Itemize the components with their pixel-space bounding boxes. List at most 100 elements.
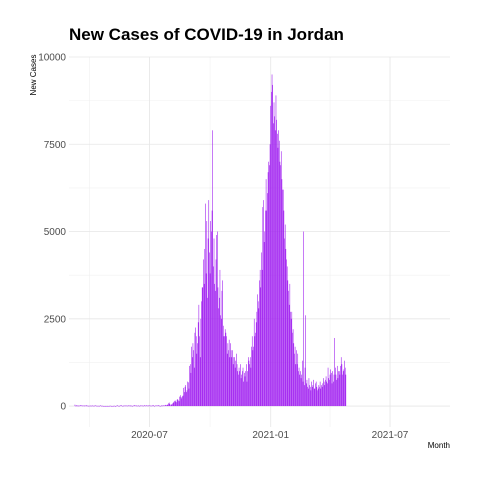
bar (211, 210, 213, 407)
bar (100, 405, 101, 407)
bar (329, 379, 330, 407)
bar (321, 385, 322, 407)
bar (134, 405, 136, 407)
bar (169, 403, 171, 407)
bar (225, 332, 227, 407)
bar (182, 396, 183, 407)
bar (226, 353, 228, 407)
bar (311, 381, 312, 407)
bar (97, 405, 99, 407)
bar (222, 325, 224, 407)
bar (83, 405, 84, 407)
bar (304, 385, 305, 407)
bar (234, 357, 235, 407)
bar (215, 259, 217, 407)
bar (302, 381, 304, 407)
bar (168, 403, 169, 407)
bar (229, 357, 231, 407)
bar (340, 365, 341, 407)
bar (291, 311, 293, 407)
bar (163, 405, 165, 407)
bar (304, 367, 306, 407)
bar (187, 381, 188, 407)
bar (283, 210, 285, 407)
bar (167, 404, 169, 407)
bar (180, 395, 181, 407)
bar (335, 374, 337, 407)
bar (78, 405, 80, 407)
bar (223, 336, 225, 407)
bar (331, 372, 332, 407)
bar (143, 405, 145, 407)
bar (224, 329, 226, 407)
bar (284, 238, 285, 407)
bar (79, 405, 81, 407)
bar (173, 401, 175, 407)
bar (193, 350, 194, 407)
bar (309, 386, 311, 407)
bar (254, 336, 256, 407)
bar (286, 266, 288, 407)
bar (258, 308, 260, 407)
y-tick-label: 2500 (44, 314, 67, 325)
bar (269, 144, 271, 407)
bar (87, 405, 88, 407)
bar (102, 405, 103, 407)
bar (77, 405, 78, 407)
bar (246, 364, 247, 407)
bar (215, 290, 216, 407)
bar (126, 405, 128, 407)
bar (139, 406, 140, 407)
bar (189, 365, 190, 407)
bar (159, 406, 161, 407)
bar (98, 405, 99, 407)
bar (193, 367, 195, 407)
bar (161, 405, 163, 407)
bar (245, 371, 246, 407)
bar (260, 287, 262, 407)
bar (95, 405, 97, 407)
bar (315, 381, 317, 407)
bar (274, 116, 275, 407)
bar (104, 406, 105, 407)
bar (305, 315, 306, 407)
bar (112, 405, 114, 407)
bar (265, 179, 267, 407)
bar (152, 405, 154, 407)
bar (113, 405, 115, 407)
bar (323, 381, 325, 407)
bar (231, 357, 233, 407)
bar (280, 151, 282, 407)
bar (170, 405, 171, 407)
bar (149, 405, 151, 407)
bar (194, 332, 196, 407)
bar (213, 266, 214, 407)
bar (120, 405, 121, 407)
bar (86, 405, 88, 407)
bar (202, 287, 204, 407)
bar (327, 367, 329, 407)
bar (99, 405, 101, 407)
bar (263, 242, 265, 407)
bar (179, 396, 181, 407)
bar (226, 336, 227, 407)
bar (244, 372, 245, 407)
bar (316, 386, 318, 407)
bar (246, 381, 248, 407)
bar (99, 406, 100, 407)
bar (126, 405, 127, 407)
bar (300, 378, 302, 407)
bar (324, 385, 326, 407)
y-tick-label: 0 (60, 402, 66, 413)
bar (213, 238, 215, 407)
bar (290, 318, 292, 407)
bar (337, 378, 339, 407)
bar (108, 406, 109, 407)
bar (292, 332, 293, 407)
bar (87, 405, 89, 407)
bar (284, 224, 286, 407)
bar (249, 357, 251, 407)
x-tick-label: 2021-01 (252, 430, 289, 441)
bar (325, 376, 327, 407)
bar (155, 405, 157, 407)
